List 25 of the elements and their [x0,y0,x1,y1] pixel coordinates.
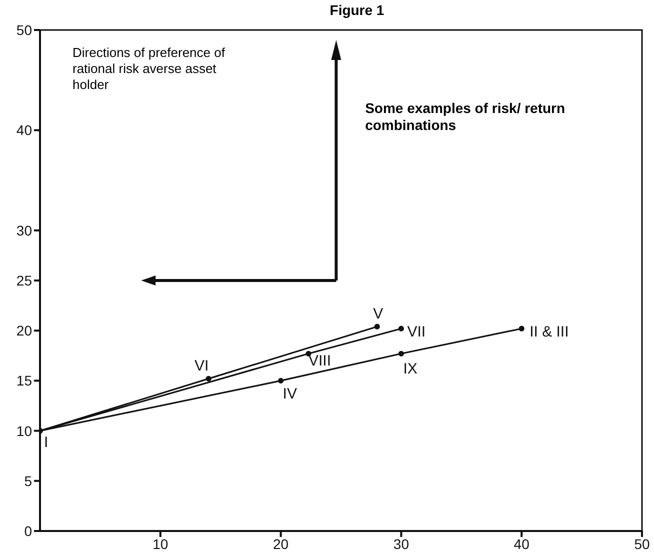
annotation: I [44,434,48,451]
y-tick-label: 40 [16,122,32,138]
annotation: IV [282,386,297,403]
y-tick-label: 30 [16,222,32,238]
x-tick-label: 50 [634,536,650,552]
y-tick-label: 25 [16,272,32,288]
annotation: VI [194,358,209,375]
x-tick-label: 30 [393,536,410,552]
y-tick-label: 0 [24,522,32,539]
annotation: Some examples of risk/ return combinations [365,100,566,134]
annotation: VIII [308,352,332,370]
y-tick-label: 10 [16,422,32,439]
annotation: V [373,306,384,323]
annotation: Directions of preference of rational risk averse asset holder [72,45,226,94]
x-tick-label: 10 [152,536,168,552]
annotation: VII [407,324,426,341]
x-tick-label: 20 [273,536,289,552]
x-tick-label: 40 [514,536,530,552]
y-tick-label: 15 [16,372,32,389]
y-tick-label: 50 [16,22,32,38]
y-tick-label: 20 [16,322,32,339]
annotation: II & III [530,324,569,341]
y-tick-label: 5 [24,472,32,489]
chart-title: Figure 1 [328,1,386,20]
annotation: IX [403,360,418,378]
